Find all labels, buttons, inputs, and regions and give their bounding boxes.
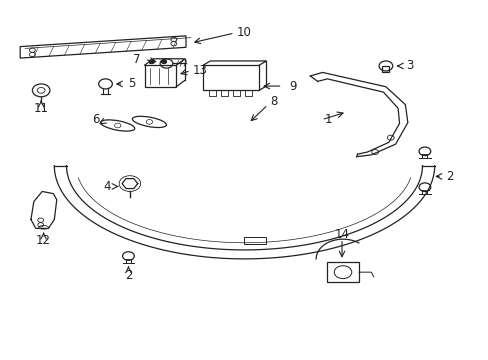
Bar bbox=[244, 237, 265, 244]
Text: 14: 14 bbox=[334, 228, 349, 241]
Text: 9: 9 bbox=[289, 80, 296, 93]
Text: 7: 7 bbox=[133, 53, 141, 66]
Bar bbox=[208, 90, 215, 96]
Bar bbox=[144, 65, 176, 87]
Bar bbox=[203, 65, 259, 90]
Text: 8: 8 bbox=[269, 95, 277, 108]
Bar bbox=[233, 90, 240, 96]
Text: 10: 10 bbox=[237, 27, 251, 40]
Text: 2: 2 bbox=[446, 170, 453, 183]
Text: 6: 6 bbox=[92, 113, 100, 126]
Text: 13: 13 bbox=[192, 64, 206, 77]
Text: 11: 11 bbox=[34, 102, 49, 115]
Bar bbox=[221, 90, 227, 96]
Bar bbox=[327, 262, 358, 282]
Text: 2: 2 bbox=[124, 269, 132, 282]
Text: 5: 5 bbox=[127, 77, 135, 90]
Circle shape bbox=[149, 60, 154, 63]
Text: 4: 4 bbox=[103, 180, 110, 193]
Text: 1: 1 bbox=[324, 113, 331, 126]
Text: 3: 3 bbox=[406, 59, 413, 72]
Text: 12: 12 bbox=[36, 234, 51, 247]
Circle shape bbox=[161, 60, 166, 63]
Bar bbox=[245, 90, 252, 96]
Bar bbox=[382, 66, 388, 72]
